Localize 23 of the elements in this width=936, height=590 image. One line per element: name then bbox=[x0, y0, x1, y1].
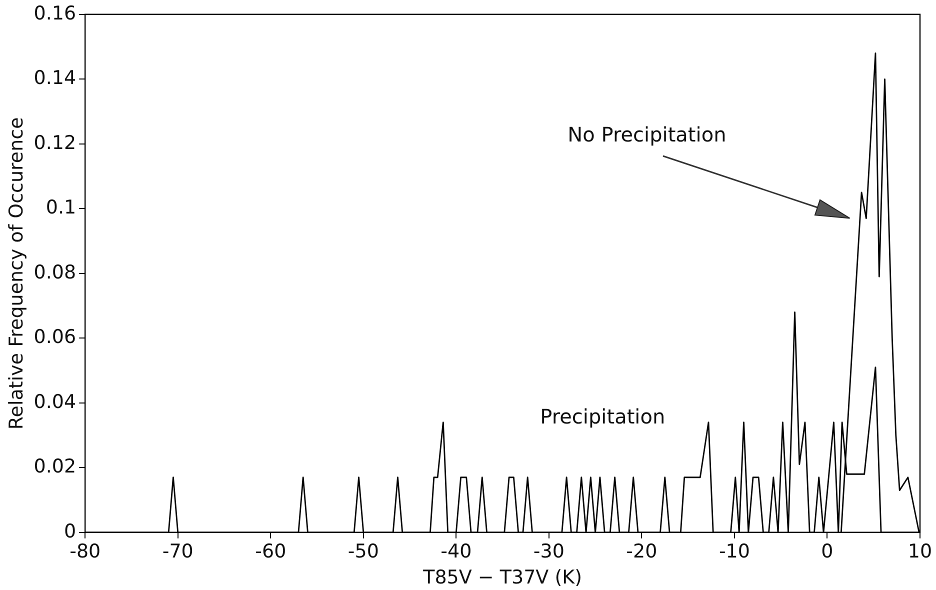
x-tick-label: 10 bbox=[908, 540, 932, 563]
y-tick-label: 0.04 bbox=[34, 390, 76, 413]
x-axis-title: T85V − T37V (K) bbox=[422, 566, 582, 589]
annotation: No Precipitation bbox=[568, 122, 726, 146]
y-tick-label: 0.14 bbox=[34, 67, 76, 90]
x-tick-label: 0 bbox=[821, 540, 834, 563]
y-axis-title: Relative Frequency of Occurence bbox=[5, 117, 28, 430]
x-tick-label: -40 bbox=[440, 540, 472, 563]
y-tick-label: 0.1 bbox=[46, 196, 76, 219]
x-tick-label: -70 bbox=[162, 540, 194, 563]
x-tick-label: -80 bbox=[70, 540, 101, 563]
y-tick-label: 0.08 bbox=[34, 261, 76, 284]
y-tick-label: 0.16 bbox=[34, 2, 76, 24]
x-tick-label: -10 bbox=[718, 540, 750, 563]
y-tick-label: 0.06 bbox=[34, 326, 76, 348]
annotation: Precipitation bbox=[540, 404, 666, 429]
y-tick-label: 0.02 bbox=[34, 456, 76, 478]
y-tick-label: 0 bbox=[64, 520, 76, 542]
x-tick-label: -30 bbox=[533, 540, 564, 563]
x-tick-label: -60 bbox=[255, 540, 286, 563]
x-tick-label: -50 bbox=[348, 540, 379, 563]
y-tick-label: 0.12 bbox=[34, 132, 76, 154]
x-tick-label: -20 bbox=[626, 540, 658, 563]
